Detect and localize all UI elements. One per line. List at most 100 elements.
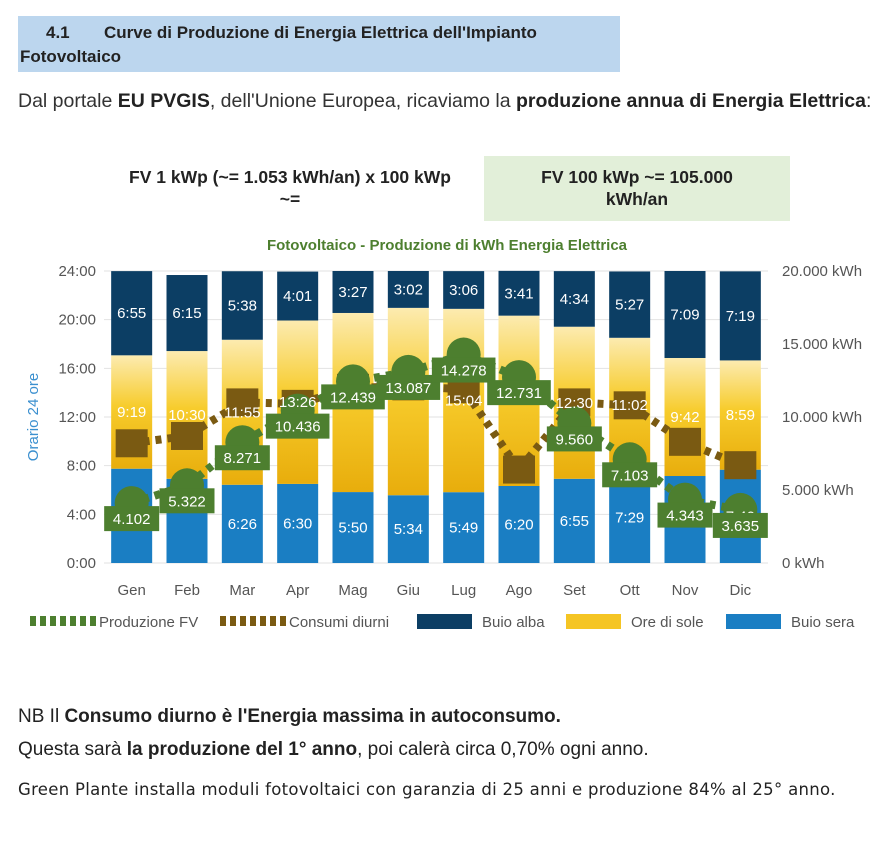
- consumi-marker: [115, 429, 148, 458]
- x-tick-label: Ago: [506, 582, 533, 599]
- produzione-label-box: [487, 380, 551, 406]
- bar-value-label: 15:04: [445, 393, 483, 410]
- bar-buio-alba: [221, 271, 263, 340]
- note-warranty: Green Plante installa moduli fotovoltaic…: [18, 780, 836, 799]
- bar-value-label: 10:30: [168, 407, 206, 424]
- bar-buio-sera: [277, 483, 319, 563]
- consumi-marker: [724, 451, 757, 480]
- bar-value-label: 9:19: [117, 404, 146, 421]
- bar-value-label: 8:59: [726, 407, 755, 424]
- y2-tick-label: 20.000 kWh: [782, 263, 862, 280]
- bar-value-label: 11:55: [224, 404, 260, 421]
- bar-value-label: 6:30: [283, 515, 312, 532]
- legend-swatch: [726, 614, 781, 629]
- produzione-label-box: [265, 413, 330, 439]
- intro-bold-source: EU PVGIS: [117, 90, 210, 112]
- produzione-value-label: 14.278: [441, 363, 487, 380]
- bar-value-label: 5:27: [615, 297, 644, 314]
- produzione-value-label: 3.635: [722, 518, 760, 535]
- note-text: NB Il: [18, 706, 65, 727]
- bar-buio-sera: [443, 492, 485, 563]
- x-tick-label: Mag: [338, 582, 367, 599]
- y-tick-label: 24:00: [58, 263, 96, 280]
- bar-value-label: 3:06: [449, 282, 478, 299]
- note-text: , poi calerà circa 0,70% ogni anno.: [357, 739, 649, 760]
- x-tick-label: Gen: [117, 582, 145, 599]
- produzione-label-box: [546, 426, 602, 452]
- bar-value-label: 6:15: [172, 305, 201, 322]
- bar-buio-sera: [221, 484, 263, 563]
- bar-buio-sera: [332, 492, 374, 563]
- produzione-label-box: [602, 462, 658, 488]
- bar-buio-alba: [332, 271, 374, 313]
- bar-buio-alba: [719, 271, 761, 361]
- legend-label: Buio sera: [791, 614, 855, 631]
- bar-buio-alba: [553, 271, 595, 327]
- legend-label: Ore di sole: [631, 614, 704, 631]
- bar-value-label: 6:20: [504, 516, 533, 533]
- y2-tick-label: 15.000 kWh: [782, 336, 862, 353]
- bar-buio-alba: [664, 271, 706, 358]
- bar-buio-alba: [498, 270, 540, 316]
- produzione-value-label: 12.731: [496, 385, 542, 402]
- produzione-value-label: 9.560: [556, 431, 594, 448]
- bar-ore-di-sole: [166, 351, 208, 479]
- calc-formula-line1: FV 1 kWp (~= 1.053 kWh/an) x 100 kWp: [129, 167, 451, 187]
- y2-tick-label: 0 kWh: [782, 555, 825, 572]
- bar-value-label: 4:34: [560, 291, 589, 308]
- bar-buio-alba: [387, 271, 429, 308]
- x-tick-label: Feb: [174, 582, 200, 599]
- bar-buio-alba: [277, 271, 319, 321]
- legend-label: Produzione FV: [99, 614, 198, 631]
- bar-value-label: 7:09: [670, 306, 699, 323]
- bar-value-label: 4:01: [283, 288, 312, 305]
- chart-title: Fotovoltaico - Produzione di kWh Energia…: [267, 237, 628, 254]
- bar-buio-sera: [553, 478, 595, 563]
- y-axis-label: Orario 24 ore: [25, 373, 42, 461]
- legend-swatch: [566, 614, 621, 629]
- calc-formula-line2: ~=: [279, 189, 301, 209]
- note-first-year: Questa sarà la produzione del 1° anno, p…: [18, 739, 878, 761]
- chart-svg: Fotovoltaico - Produzione di kWh Energia…: [25, 237, 862, 631]
- bar-ore-di-sole: [664, 357, 706, 477]
- x-tick-label: Ott: [620, 582, 641, 599]
- bar-value-label: 9:42: [670, 409, 699, 426]
- note-bold: Consumo diurno è l'Energia massima in au…: [64, 706, 561, 727]
- x-tick-label: Lug: [451, 582, 476, 599]
- produzione-value-label: 13.087: [385, 380, 431, 397]
- bar-buio-alba: [166, 275, 208, 352]
- intro-paragraph: Dal portale EU PVGIS, dell'Unione Europe…: [18, 88, 878, 114]
- consumi-marker: [503, 455, 535, 484]
- bar-value-label: 3:27: [338, 284, 367, 301]
- produzione-value-label: 12.439: [330, 389, 376, 406]
- y2-tick-label: 5.000 kWh: [782, 482, 854, 499]
- calc-result-box: FV 100 kWp ~= 105.000 kWh/an: [484, 156, 790, 221]
- section-heading: 4.1 Curve di Produzione di Energia Elettr…: [18, 16, 620, 72]
- consumi-marker: [226, 388, 259, 417]
- legend-label: Consumi diurni: [289, 614, 389, 631]
- bar-value-label: 7:19: [726, 308, 755, 325]
- note-bold: la produzione del 1° anno: [126, 739, 358, 760]
- produzione-label-box: [214, 445, 270, 471]
- bar-buio-alba: [111, 271, 153, 356]
- bar-value-label: 3:41: [504, 285, 533, 302]
- bar-value-label: 5:49: [449, 520, 478, 537]
- x-tick-label: Dic: [729, 582, 751, 599]
- bar-value-label: 12:30: [556, 395, 594, 412]
- bar-value-label: 6:55: [560, 513, 589, 530]
- note-text: Questa sarà: [18, 739, 127, 760]
- y-tick-label: 8:00: [67, 458, 96, 475]
- produzione-label-box: [376, 374, 441, 400]
- produzione-value-label: 4.102: [113, 511, 151, 528]
- produzione-label-box: [712, 512, 768, 538]
- bar-ore-di-sole: [387, 307, 429, 496]
- intro-text: , dell'Unione Europea, ricaviamo la: [209, 90, 516, 112]
- calc-formula: FV 1 kWp (~= 1.053 kWh/an) x 100 kWp ~=: [100, 166, 480, 210]
- intro-bold-production: produzione annua di Energia Elettrica: [515, 90, 866, 112]
- intro-text: :: [865, 90, 872, 112]
- bar-value-label: 5:50: [338, 520, 367, 537]
- consumi-marker: [171, 421, 203, 450]
- x-tick-label: Giu: [397, 582, 420, 599]
- bar-value-label: 11:02: [611, 397, 647, 414]
- bar-value-label: 6:55: [117, 305, 146, 322]
